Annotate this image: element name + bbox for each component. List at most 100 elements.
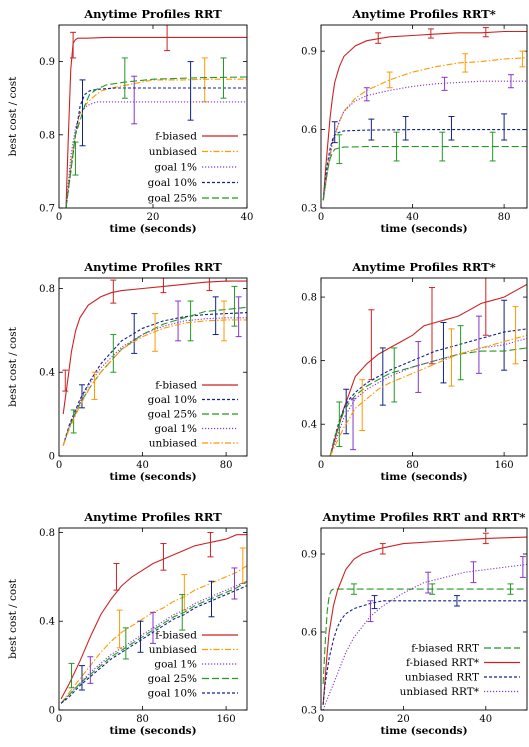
x-tick-label: 80: [406, 460, 419, 471]
legend-label: f-biased: [155, 131, 197, 143]
legend-label: goal 25%: [148, 673, 197, 685]
legend-label: f-biased: [155, 380, 197, 392]
error-bar: [427, 28, 434, 39]
error-bar: [175, 300, 182, 342]
chart-title: Anytime Profiles RRT: [83, 7, 222, 21]
chart-title: Anytime Profiles RRT*: [351, 7, 496, 21]
error-bar: [453, 595, 460, 607]
error-bar: [187, 61, 194, 121]
chart-panel-6: Anytime Profiles RRT and RRT* 0 20 40 0.3 0.6…: [301, 510, 528, 737]
x-tick-label: 20: [147, 212, 160, 223]
legend-label: goal 25%: [148, 193, 197, 205]
x-tick-label: 0: [318, 714, 324, 725]
error-bar: [160, 543, 167, 571]
error-bar: [110, 279, 117, 304]
y-tick-label: 0.7: [39, 204, 55, 215]
error-bar: [512, 306, 519, 365]
error-bar: [208, 580, 215, 618]
chart-panel-3: Anytime Profiles RRT 0 40 80 0 0.4 0.8 time (se…: [7, 260, 248, 483]
plot-area: [65, 25, 247, 208]
legend-label: goal 25%: [148, 409, 197, 421]
error-bar: [350, 583, 357, 595]
error-bar: [393, 131, 400, 162]
y-tick-label: 0.6: [301, 125, 317, 136]
plot-area: [329, 278, 527, 456]
error-bar: [482, 532, 489, 545]
error-bar: [235, 296, 242, 338]
error-bar: [78, 665, 85, 691]
plot-area: [62, 278, 247, 446]
legend: f-biased RRT f-biased RRT* unbiased RRT unb…: [400, 643, 520, 698]
error-bar: [429, 287, 436, 365]
error-bar: [187, 300, 194, 342]
error-bar: [110, 334, 117, 373]
chart-panel-2: Anytime Profiles RRT* 0 40 80 0.3 0.6 0.9 time …: [301, 7, 528, 235]
y-tick-label: 0.8: [301, 293, 317, 304]
error-bar: [116, 609, 123, 649]
x-axis-label: time (seconds): [109, 223, 196, 235]
chart-title: Anytime Profiles RRT: [83, 510, 222, 524]
series-line: [65, 36, 247, 208]
legend-label: goal 10%: [148, 177, 197, 189]
x-tick-label: 40: [479, 714, 492, 725]
legend-label: unbiased: [149, 438, 197, 450]
legend: f-biased unbiased goal 1% goal 10% goal 25%: [148, 131, 238, 205]
error-bar: [350, 398, 357, 451]
error-bar: [207, 531, 214, 558]
error-bar: [462, 53, 469, 73]
x-tick-label: 160: [217, 714, 236, 725]
x-tick-label: 80: [220, 460, 233, 471]
legend: f-biased unbiased goal 1% goal 25% goal 10%: [148, 630, 238, 700]
series-line: [60, 580, 247, 704]
y-tick-label: 0.9: [39, 57, 55, 68]
error-bar: [379, 543, 386, 555]
x-tick-label: 0: [56, 212, 62, 223]
y-tick-label: 0.6: [301, 356, 317, 367]
x-tick-label: 0: [56, 714, 62, 725]
chart-title: Anytime Profiles RRT*: [351, 260, 496, 274]
legend-label: unbiased RRT*: [400, 686, 480, 698]
x-tick-label: 20: [397, 714, 410, 725]
error-bar: [91, 371, 98, 400]
error-bar: [482, 27, 489, 38]
error-bar: [425, 571, 432, 594]
y-tick-label: 0.3: [301, 706, 317, 717]
legend-label: goal 10%: [148, 688, 197, 700]
error-bar: [137, 620, 144, 653]
series-line: [62, 317, 247, 446]
error-bar: [368, 118, 375, 141]
legend: f-biased goal 10% goal 25% goal 1% unbiased: [148, 380, 238, 450]
error-bar: [402, 116, 409, 141]
y-tick-label: 0.8: [39, 284, 55, 295]
x-tick-label: 80: [136, 714, 149, 725]
y-tick-label: 0.9: [301, 47, 317, 58]
error-bar: [375, 32, 382, 44]
error-bar: [160, 278, 167, 294]
error-bar: [429, 583, 436, 595]
x-tick-label: 0: [318, 460, 324, 471]
plot-area: [322, 532, 527, 710]
error-bar: [475, 315, 482, 374]
plot-frame: [320, 24, 528, 209]
error-bar: [62, 369, 69, 392]
x-tick-label: 40: [406, 212, 419, 223]
series-line: [329, 347, 527, 456]
plot-frame: [58, 277, 248, 457]
series-line: [329, 337, 527, 456]
error-bar: [440, 322, 447, 384]
series-line: [65, 76, 247, 208]
error-bar: [343, 388, 350, 435]
legend-label: f-biased RRT: [411, 643, 479, 655]
x-axis-label: time (seconds): [109, 725, 196, 737]
error-bar: [239, 547, 246, 584]
plot-frame: [58, 24, 248, 209]
legend-label: unbiased: [149, 146, 197, 158]
y-axis-label: best cost / cost: [7, 326, 19, 406]
legend-label: goal 1%: [154, 659, 197, 671]
series-line: [322, 600, 527, 705]
x-tick-label: 0: [56, 460, 62, 471]
x-tick-label: 0: [318, 212, 324, 223]
error-bar: [363, 87, 370, 102]
error-bar: [122, 627, 129, 660]
error-bar: [501, 299, 508, 371]
